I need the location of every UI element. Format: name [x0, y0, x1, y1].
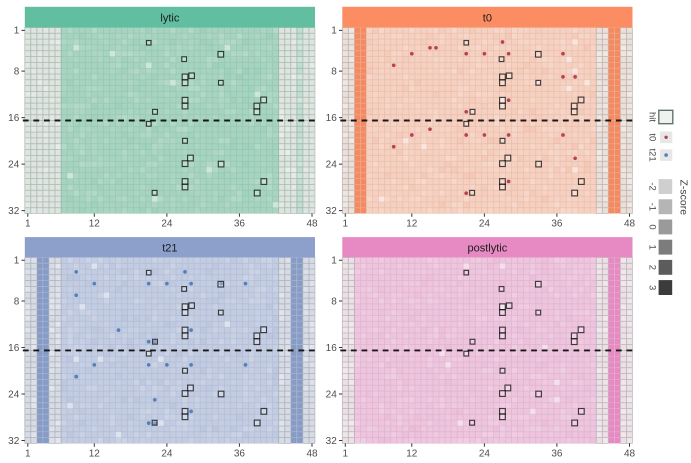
svg-text:12: 12: [406, 219, 418, 230]
svg-text:t0: t0: [483, 12, 492, 24]
svg-text:16: 16: [8, 113, 20, 124]
svg-text:36: 36: [234, 448, 246, 459]
svg-text:24: 24: [161, 448, 173, 459]
svg-text:8: 8: [331, 66, 337, 77]
svg-text:lytic: lytic: [160, 12, 179, 24]
svg-text:1: 1: [25, 219, 31, 230]
svg-text:1: 1: [331, 256, 337, 267]
svg-text:24: 24: [479, 219, 491, 230]
svg-text:48: 48: [306, 219, 318, 230]
svg-text:48: 48: [306, 448, 318, 459]
svg-text:24: 24: [326, 389, 338, 400]
svg-text:1: 1: [343, 448, 349, 459]
svg-text:8: 8: [331, 296, 337, 307]
svg-text:32: 32: [326, 436, 338, 447]
svg-text:24: 24: [326, 159, 338, 170]
svg-text:32: 32: [326, 206, 338, 217]
svg-text:12: 12: [89, 448, 101, 459]
svg-text:24: 24: [161, 219, 173, 230]
svg-text:36: 36: [234, 219, 246, 230]
svg-text:1: 1: [331, 26, 337, 37]
svg-text:1: 1: [25, 448, 31, 459]
svg-text:-2: -2: [647, 182, 658, 190]
svg-text:t21: t21: [162, 243, 177, 255]
svg-text:12: 12: [89, 219, 101, 230]
svg-text:1: 1: [14, 256, 20, 267]
svg-text:16: 16: [8, 343, 20, 354]
svg-text:8: 8: [14, 66, 20, 77]
svg-text:36: 36: [551, 219, 563, 230]
svg-text:36: 36: [551, 448, 563, 459]
svg-text:32: 32: [8, 436, 20, 447]
svg-text:-1: -1: [647, 203, 658, 211]
svg-text:2: 2: [647, 265, 658, 270]
svg-text:1: 1: [14, 26, 20, 37]
svg-text:48: 48: [624, 219, 636, 230]
svg-text:24: 24: [479, 448, 491, 459]
svg-text:1: 1: [343, 219, 349, 230]
svg-text:0: 0: [647, 224, 658, 229]
svg-text:12: 12: [406, 448, 418, 459]
svg-text:16: 16: [326, 113, 338, 124]
svg-text:Z-score: Z-score: [678, 180, 690, 216]
svg-text:16: 16: [326, 343, 338, 354]
svg-text:1: 1: [647, 245, 658, 250]
svg-text:8: 8: [14, 296, 20, 307]
svg-text:24: 24: [8, 159, 20, 170]
svg-text:postlytic: postlytic: [468, 243, 508, 255]
svg-text:t21: t21: [647, 148, 658, 161]
svg-text:3: 3: [647, 285, 658, 290]
svg-text:48: 48: [624, 448, 636, 459]
svg-text:24: 24: [8, 389, 20, 400]
svg-text:32: 32: [8, 206, 20, 217]
svg-text:hit: hit: [647, 112, 658, 122]
svg-text:t0: t0: [647, 133, 658, 141]
